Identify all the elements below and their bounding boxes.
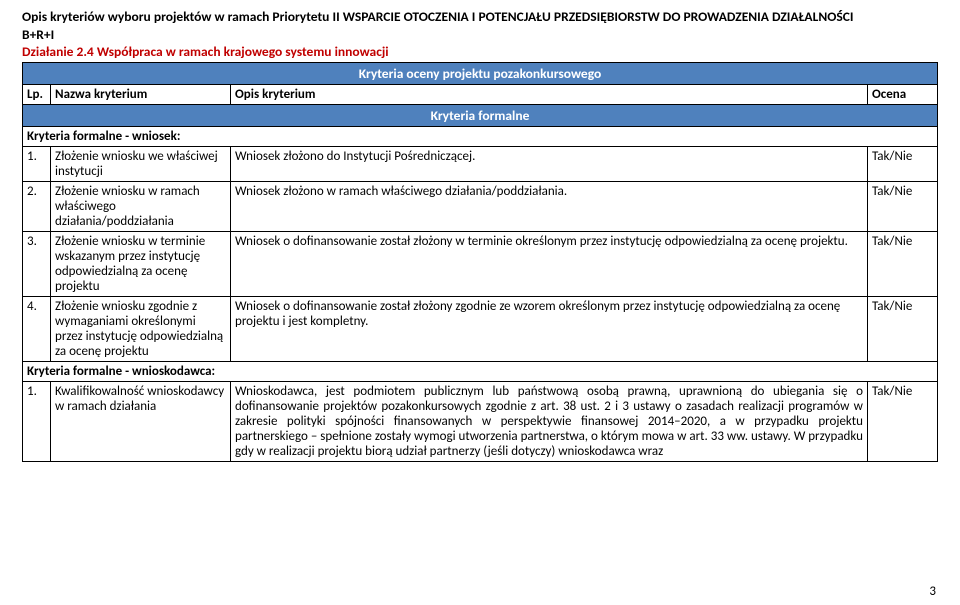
row-name: Kwalifikowalność wnioskodawcy w ramach d… [51,382,231,462]
banner-row-1: Kryteria oceny projektu pozakonkursowego [23,63,938,85]
row-num: 2. [23,182,51,232]
page-number: 3 [929,584,936,599]
col-desc: Opis kryterium [231,85,868,105]
header-line1: Opis kryteriów wyboru projektów w ramach… [22,8,938,26]
header-line2: B+R+I [22,26,938,43]
section-wnioskodawca-label: Kryteria formalne - wnioskodawca: [23,362,938,382]
row-desc: Wniosek o dofinansowanie został złożony … [231,297,868,362]
row-score: Tak/Nie [867,182,937,232]
row-name: Złożenie wniosku zgodnie z wymaganiami o… [51,297,231,362]
row-num: 1. [23,382,51,462]
row-num: 1. [23,147,51,182]
section-wniosek: Kryteria formalne - wniosek: [23,127,938,147]
column-headers: Lp. Nazwa kryterium Opis kryterium Ocena [23,85,938,105]
table-row: 1. Złożenie wniosku we właściwej instytu… [23,147,938,182]
row-score: Tak/Nie [867,147,937,182]
row-num: 3. [23,232,51,297]
row-desc: Wniosek złożono w ramach właściwego dzia… [231,182,868,232]
section-wnioskodawca: Kryteria formalne - wnioskodawca: [23,362,938,382]
col-name: Nazwa kryterium [51,85,231,105]
row-score: Tak/Nie [867,232,937,297]
row-num: 4. [23,297,51,362]
table-row: 1. Kwalifikowalność wnioskodawcy w ramac… [23,382,938,462]
row-name: Złożenie wniosku w terminie wskazanym pr… [51,232,231,297]
col-lp: Lp. [23,85,51,105]
row-name: Złożenie wniosku we właściwej instytucji [51,147,231,182]
row-desc: Wniosek złożono do Instytucji Pośrednicz… [231,147,868,182]
banner-1: Kryteria oceny projektu pozakonkursowego [23,63,938,85]
table-row: 3. Złożenie wniosku w terminie wskazanym… [23,232,938,297]
table-row: 2. Złożenie wniosku w ramach właściwego … [23,182,938,232]
row-score: Tak/Nie [867,297,937,362]
banner-row-2: Kryteria formalne [23,105,938,127]
section-wniosek-label: Kryteria formalne - wniosek: [23,127,938,147]
row-score: Tak/Nie [867,382,937,462]
banner-2: Kryteria formalne [23,105,938,127]
row-desc: Wniosek o dofinansowanie został złożony … [231,232,868,297]
criteria-table: Kryteria oceny projektu pozakonkursowego… [22,62,938,462]
table-row: 4. Złożenie wniosku zgodnie z wymaganiam… [23,297,938,362]
row-name: Złożenie wniosku w ramach właściwego dzi… [51,182,231,232]
row-desc: Wnioskodawca, jest podmiotem publicznym … [231,382,868,462]
action-line: Działanie 2.4 Współpraca w ramach krajow… [22,43,938,60]
col-score: Ocena [867,85,937,105]
